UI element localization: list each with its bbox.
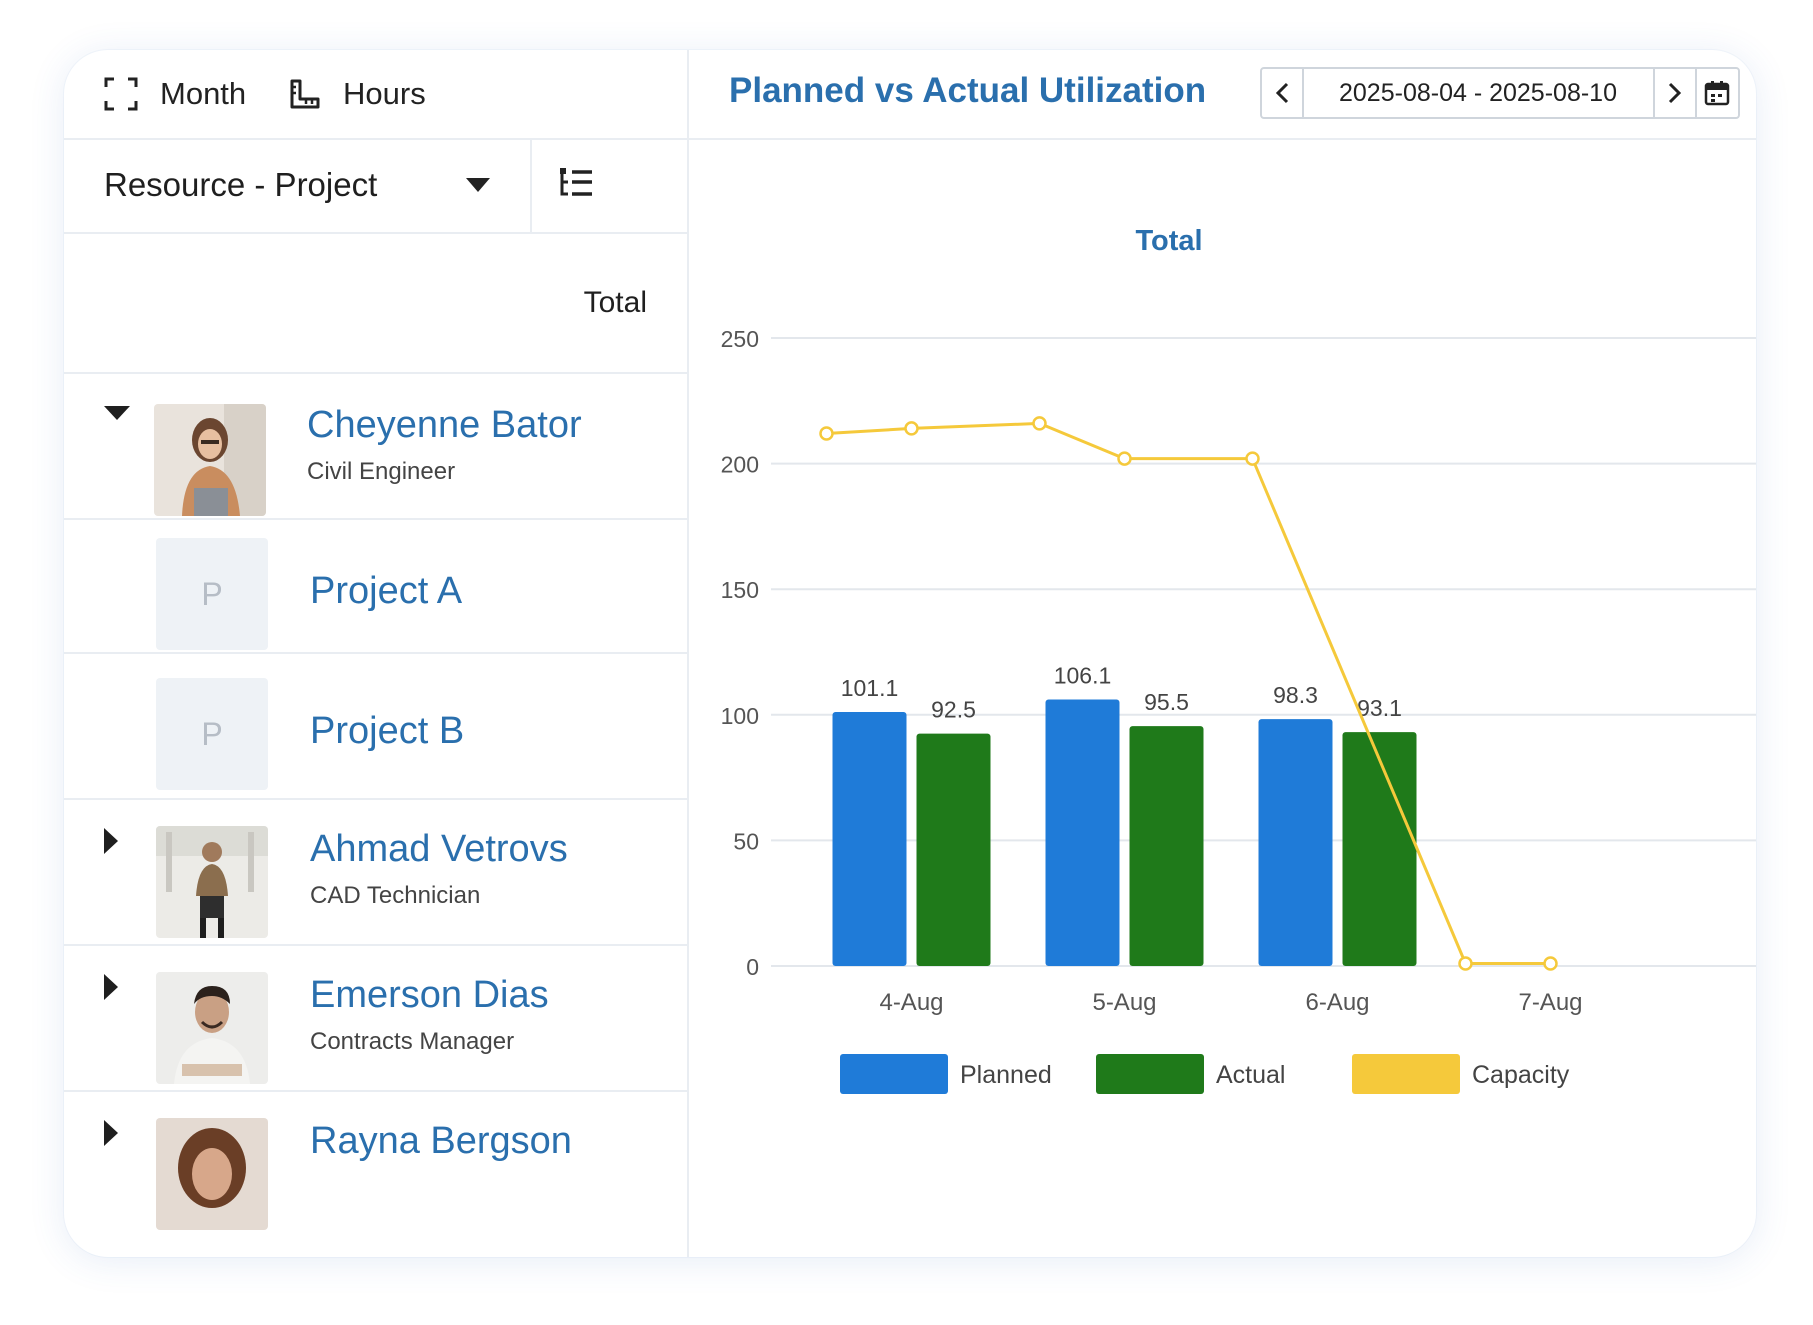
date-range-picker: 2025-08-04 - 2025-08-10 (1260, 67, 1740, 119)
expand-icon (104, 77, 138, 111)
chevron-right-icon (1668, 82, 1682, 104)
project-avatar: P (156, 538, 268, 650)
bar-value-label: 106.1 (1054, 662, 1112, 688)
resource-role: Civil Engineer (307, 458, 456, 485)
resource-name[interactable]: Rayna Bergson (310, 1120, 572, 1162)
bar-value-label: 95.5 (1144, 689, 1189, 715)
next-period-button[interactable] (1653, 69, 1695, 117)
month-label: Month (160, 76, 247, 111)
capacity-point[interactable] (904, 421, 919, 436)
resource-row[interactable]: Ahmad Vetrovs CAD Technician (64, 800, 687, 946)
resource-row[interactable]: Emerson Dias Contracts Manager (64, 946, 687, 1092)
legend-item-planned[interactable]: Planned (840, 1054, 1052, 1094)
y-tick-label: 0 (746, 954, 759, 980)
ruler-icon (290, 79, 320, 109)
legend-label: Actual (1216, 1061, 1285, 1089)
bar-value-label: 98.3 (1273, 682, 1318, 708)
previous-period-button[interactable] (1262, 69, 1304, 117)
legend-item-capacity[interactable]: Capacity (1352, 1054, 1570, 1094)
resource-role: Contracts Manager (310, 1028, 515, 1055)
total-column-header: Total (583, 286, 647, 319)
chart-header: Planned vs Actual Utilization 2025-08-04… (689, 50, 1756, 140)
capacity-point[interactable] (1543, 956, 1558, 971)
tree-view-icon[interactable] (558, 166, 594, 202)
bar-planned[interactable] (1258, 719, 1333, 966)
avatar (156, 1118, 268, 1230)
capacity-point[interactable] (1032, 416, 1047, 431)
hours-label: Hours (343, 76, 426, 111)
month-view-button[interactable]: Month (104, 72, 246, 116)
legend-label: Planned (960, 1061, 1052, 1089)
bar-actual[interactable] (1129, 726, 1204, 966)
bar-value-label: 101.1 (841, 675, 899, 701)
resource-name[interactable]: Emerson Dias (310, 974, 549, 1016)
x-tick-label: 7-Aug (1518, 989, 1582, 1016)
collapsed-caret-icon[interactable] (104, 828, 120, 854)
bar-actual[interactable] (916, 733, 991, 966)
utilization-chart: Total 0 50 100 150 200 250 101.1 92.5 106.1 95.5… (721, 225, 1756, 1094)
x-tick-label: 6-Aug (1305, 989, 1369, 1016)
y-tick-label: 250 (721, 326, 759, 352)
legend-swatch (840, 1054, 948, 1094)
resource-name[interactable]: Ahmad Vetrovs (310, 828, 568, 870)
bar-planned[interactable] (832, 712, 907, 966)
caret-down-icon (466, 178, 490, 192)
y-tick-label: 100 (721, 703, 759, 729)
legend-swatch (1096, 1054, 1204, 1094)
chart-panel: Planned vs Actual Utilization 2025-08-04… (689, 50, 1756, 1257)
legend-item-actual[interactable]: Actual (1096, 1054, 1285, 1094)
capacity-point[interactable] (1245, 451, 1260, 466)
bar-actual[interactable] (1342, 732, 1417, 966)
y-tick-label: 50 (733, 828, 759, 854)
bar-value-label: 92.5 (931, 697, 976, 723)
project-row[interactable]: P Project B (64, 654, 687, 800)
y-tick-label: 200 (721, 452, 759, 478)
project-name[interactable]: Project A (310, 570, 463, 612)
date-range-value[interactable]: 2025-08-04 - 2025-08-10 (1339, 79, 1617, 107)
bar-planned[interactable] (1045, 699, 1120, 966)
x-tick-label: 4-Aug (879, 989, 943, 1016)
page-title: Planned vs Actual Utilization (729, 71, 1207, 110)
grouping-select-value: Resource - Project (104, 166, 378, 203)
resource-panel: Month Hours Resource - Project (64, 50, 689, 1257)
chevron-left-icon (1275, 82, 1289, 104)
avatar (156, 826, 268, 938)
view-toolbar: Month Hours (64, 50, 687, 140)
y-tick-label: 150 (721, 577, 759, 603)
legend-label: Capacity (1472, 1061, 1570, 1089)
utilization-card: Month Hours Resource - Project (64, 50, 1756, 1257)
resource-row[interactable]: Rayna Bergson (64, 1092, 687, 1236)
project-avatar: P (156, 678, 268, 790)
expanded-caret-icon[interactable] (104, 406, 130, 422)
calendar-button[interactable] (1695, 69, 1737, 117)
hours-view-button[interactable]: Hours (289, 72, 426, 116)
resource-name[interactable]: Cheyenne Bator (307, 404, 582, 446)
resource-row[interactable]: Cheyenne Bator Civil Engineer (64, 374, 687, 520)
collapsed-caret-icon[interactable] (104, 974, 120, 1000)
avatar (156, 972, 268, 1084)
grouping-row: Resource - Project (64, 140, 687, 234)
grouping-select[interactable]: Resource - Project (64, 140, 532, 232)
chart-title: Total (1135, 225, 1202, 257)
legend-swatch (1352, 1054, 1460, 1094)
x-tick-label: 5-Aug (1092, 989, 1156, 1016)
collapsed-caret-icon[interactable] (104, 1120, 120, 1146)
bar-value-label: 93.1 (1357, 695, 1402, 721)
calendar-icon (1704, 81, 1730, 106)
project-row[interactable]: P Project A (64, 520, 687, 654)
capacity-point[interactable] (1458, 956, 1473, 971)
capacity-point[interactable] (1117, 451, 1132, 466)
avatar (154, 404, 266, 516)
table-header: Total (64, 234, 687, 374)
project-name[interactable]: Project B (310, 710, 465, 752)
resource-role: CAD Technician (310, 882, 481, 909)
capacity-point[interactable] (819, 426, 834, 441)
